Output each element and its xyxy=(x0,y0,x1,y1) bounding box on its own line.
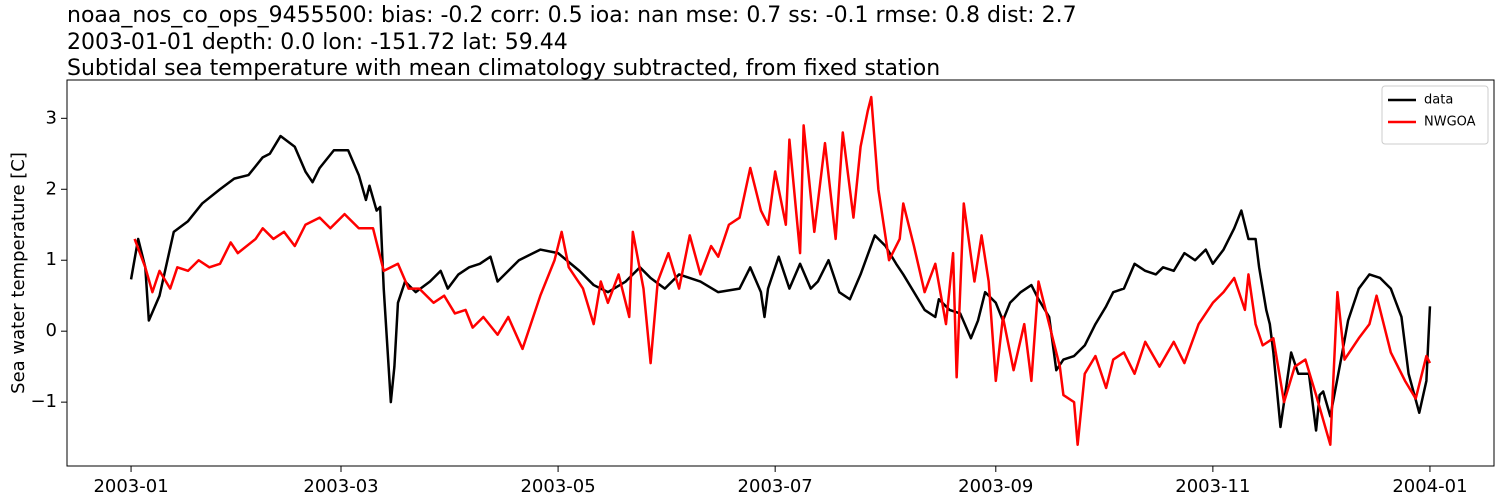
title-line: noaa_nos_co_ops_9455500: bias: -0.2 corr… xyxy=(67,3,1077,28)
x-tick-label: 2003-09 xyxy=(958,476,1033,497)
data-line xyxy=(133,95,1432,446)
x-tick-label: 2003-11 xyxy=(1175,476,1250,497)
title-line: Subtidal sea temperature with mean clima… xyxy=(67,56,940,81)
x-tick-label: 2003-05 xyxy=(520,476,595,497)
y-axis-label: Sea water temperature [C] xyxy=(8,152,29,394)
x-tick-label: 2003-01 xyxy=(93,476,168,497)
x-tick-label: 2004-01 xyxy=(1392,476,1467,497)
y-tick-label: 1 xyxy=(46,249,57,270)
x-tick-label: 2003-07 xyxy=(738,476,813,497)
y-tick-label: 2 xyxy=(46,178,57,199)
x-tick-label: 2003-03 xyxy=(303,476,378,497)
y-tick-label: 3 xyxy=(46,107,57,128)
plot-frame xyxy=(66,79,1495,467)
legend-label: data xyxy=(1424,93,1453,108)
legend-label: NWGOA xyxy=(1424,115,1476,130)
y-tick-label: 0 xyxy=(46,320,57,341)
data-line xyxy=(129,134,1432,432)
title-line: 2003-01-01 depth: 0.0 lon: -151.72 lat: … xyxy=(67,30,568,55)
y-tick-label: −1 xyxy=(30,391,57,412)
